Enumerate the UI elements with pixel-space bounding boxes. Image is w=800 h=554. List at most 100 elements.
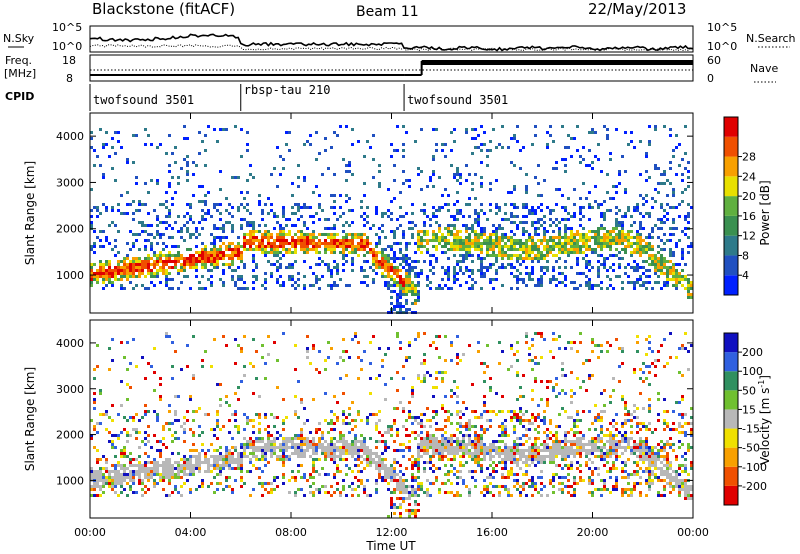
power-cell — [162, 248, 165, 251]
power-cell — [225, 128, 228, 131]
power-cell — [576, 125, 579, 128]
power-cell — [468, 173, 471, 176]
velocity-cell — [447, 410, 450, 413]
velocity-cell — [438, 356, 441, 359]
velocity-cell — [375, 467, 378, 470]
velocity-cell — [480, 428, 483, 431]
velocity-cell — [531, 398, 534, 401]
power-cell — [555, 242, 558, 245]
power-cell — [660, 203, 663, 206]
power-cell — [285, 248, 288, 251]
velocity-cell — [390, 497, 393, 500]
power-cell — [294, 242, 297, 245]
velocity-cell — [294, 479, 297, 482]
power-cell — [105, 143, 108, 146]
power-cell — [459, 176, 462, 179]
velocity-cell — [153, 458, 156, 461]
velocity-cell — [396, 461, 399, 464]
power-cell — [555, 254, 558, 257]
velocity-cell — [369, 464, 372, 467]
velocity-cell — [210, 443, 213, 446]
power-cell — [390, 290, 393, 293]
velocity-cell — [309, 455, 312, 458]
velocity-cell — [111, 464, 114, 467]
velocity-cell — [444, 464, 447, 467]
velocity-cell — [273, 449, 276, 452]
power-cell — [324, 263, 327, 266]
velocity-cell — [240, 464, 243, 467]
power-cell — [405, 242, 408, 245]
velocity-cell — [471, 458, 474, 461]
power-cell — [630, 251, 633, 254]
velocity-cell — [285, 458, 288, 461]
velocity-cell — [336, 449, 339, 452]
power-cell — [324, 149, 327, 152]
velocity-cell — [426, 371, 429, 374]
power-cell — [597, 143, 600, 146]
power-cell — [126, 263, 129, 266]
power-cell — [192, 263, 195, 266]
velocity-cell — [423, 440, 426, 443]
velocity-cell — [456, 452, 459, 455]
velocity-cell — [537, 452, 540, 455]
velocity-cell — [144, 467, 147, 470]
power-cell — [390, 212, 393, 215]
power-cell — [399, 191, 402, 194]
power-cell — [360, 215, 363, 218]
power-cell — [177, 182, 180, 185]
power-cell — [189, 263, 192, 266]
power-cell — [669, 260, 672, 263]
power-cell — [579, 248, 582, 251]
power-cell — [591, 248, 594, 251]
velocity-cell — [312, 458, 315, 461]
velocity-cell — [504, 428, 507, 431]
velocity-cell — [378, 467, 381, 470]
velocity-cell — [384, 473, 387, 476]
power-cell — [432, 128, 435, 131]
velocity-cell — [396, 479, 399, 482]
power-cell — [195, 245, 198, 248]
velocity-cell — [525, 434, 528, 437]
power-cell — [174, 146, 177, 149]
power-cell — [438, 224, 441, 227]
velocity-cell — [483, 380, 486, 383]
power-cell — [651, 260, 654, 263]
power-cell — [615, 275, 618, 278]
power-cell — [291, 263, 294, 266]
velocity-cell — [462, 449, 465, 452]
velocity-cell — [180, 425, 183, 428]
power-cell — [387, 266, 390, 269]
power-cell — [312, 272, 315, 275]
velocity-cell — [318, 440, 321, 443]
power-cell — [606, 134, 609, 137]
velocity-cell — [99, 458, 102, 461]
power-cell — [405, 260, 408, 263]
power-cell — [276, 281, 279, 284]
power-cell — [396, 299, 399, 302]
power-cell — [201, 185, 204, 188]
power-cell — [117, 269, 120, 272]
power-cell — [429, 281, 432, 284]
power-cell — [588, 284, 591, 287]
velocity-cell — [480, 452, 483, 455]
velocity-cell — [420, 488, 423, 491]
power-cell — [381, 275, 384, 278]
power-cell — [561, 281, 564, 284]
power-cell — [606, 173, 609, 176]
power-cell — [282, 167, 285, 170]
power-cell — [120, 275, 123, 278]
power-cell — [534, 254, 537, 257]
velocity-cell — [336, 470, 339, 473]
power-cell — [474, 239, 477, 242]
power-cell — [414, 290, 417, 293]
velocity-cell — [486, 344, 489, 347]
velocity-cell — [462, 437, 465, 440]
power-cell — [417, 167, 420, 170]
power-cell — [534, 209, 537, 212]
power-cell — [147, 257, 150, 260]
velocity-cell — [393, 449, 396, 452]
power-cell — [408, 278, 411, 281]
power-cell — [117, 260, 120, 263]
power-cell — [354, 245, 357, 248]
velocity-cell — [135, 365, 138, 368]
